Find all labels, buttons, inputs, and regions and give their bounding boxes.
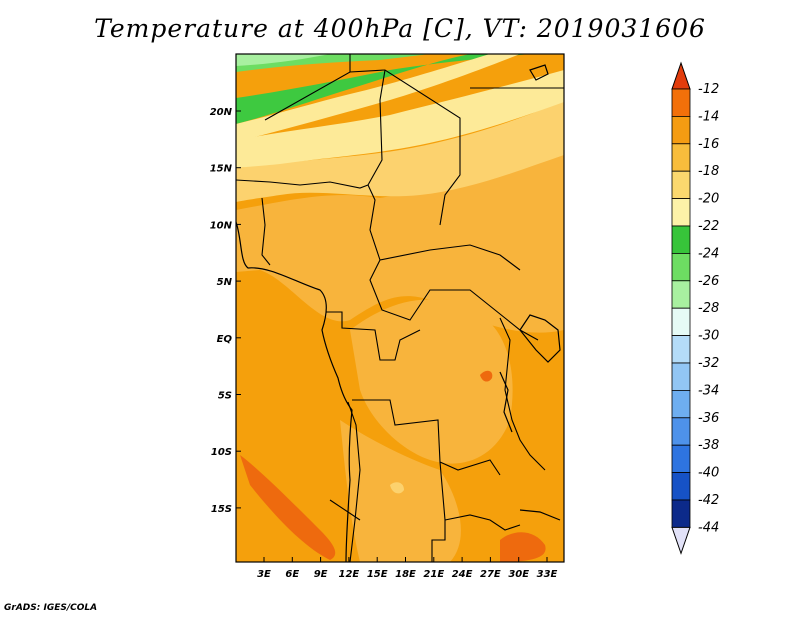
lon-tick-label: 9E bbox=[314, 569, 328, 580]
colorbar-bottom-arrow bbox=[671, 526, 691, 555]
colorbar-label: -42 bbox=[698, 493, 719, 508]
lat-tick-label: 15S bbox=[211, 504, 232, 515]
lon-tick-label: 30E bbox=[508, 569, 529, 580]
colorbar-label: -14 bbox=[698, 109, 719, 124]
lat-tick-label: 20N bbox=[210, 107, 233, 118]
lat-tick-label: 15N bbox=[210, 164, 233, 175]
colorbar-label: -24 bbox=[698, 246, 719, 261]
colorbar-swatch bbox=[671, 143, 691, 172]
temperature-field bbox=[236, 54, 564, 562]
colorbar-label: -40 bbox=[698, 466, 719, 481]
colorbar-swatch bbox=[671, 198, 691, 227]
colorbar-top-arrow bbox=[671, 61, 691, 90]
colorbar-label: -12 bbox=[698, 82, 719, 97]
lon-tick-label: 21E bbox=[423, 569, 444, 580]
colorbar-label: -20 bbox=[698, 192, 719, 207]
colorbar-swatch bbox=[671, 88, 691, 117]
colorbar-swatch bbox=[671, 252, 691, 282]
colorbar-swatch bbox=[671, 417, 691, 446]
colorbar-swatch bbox=[671, 307, 691, 337]
colorbar-swatch bbox=[671, 280, 691, 309]
colorbar-swatch bbox=[671, 389, 691, 419]
colorbar-label: -22 bbox=[698, 219, 719, 234]
lon-tick-label: 27E bbox=[480, 569, 501, 580]
lon-tick-label: 12E bbox=[339, 569, 360, 580]
colorbar-label: -44 bbox=[698, 520, 719, 535]
coastline bbox=[236, 64, 561, 562]
lat-tick-label: 5N bbox=[217, 277, 233, 288]
country-borders bbox=[236, 54, 564, 562]
grads-credit: GrADS: IGES/COLA bbox=[4, 603, 98, 613]
colorbar-swatch bbox=[671, 362, 691, 391]
latitude-axis: 20N 15N 10N 5N EQ 5S 10S 15S bbox=[210, 107, 241, 515]
lat-tick-label: EQ bbox=[217, 334, 233, 345]
map-panel bbox=[235, 53, 565, 563]
lon-tick-label: 3E bbox=[257, 569, 271, 580]
longitude-axis: 3E 6E 9E 12E 15E 18E 21E 24E 27E 30E 33E bbox=[257, 557, 558, 580]
map-frame bbox=[235, 53, 565, 563]
colorbar-label: -26 bbox=[698, 274, 719, 289]
lon-tick-label: 15E bbox=[367, 569, 388, 580]
colorbar-swatch bbox=[671, 499, 691, 528]
colorbar-label: -18 bbox=[698, 164, 719, 179]
colorbar-label: -36 bbox=[698, 411, 719, 426]
lat-tick-label: 5S bbox=[218, 391, 232, 402]
colorbar-label: -16 bbox=[698, 137, 719, 152]
lat-tick-label: 10S bbox=[211, 447, 232, 458]
colorbar-swatch bbox=[671, 116, 691, 145]
colorbar-label: -32 bbox=[698, 356, 719, 371]
lat-tick-label: 10N bbox=[210, 220, 233, 231]
colorbar-swatch bbox=[671, 335, 691, 364]
lon-tick-label: 24E bbox=[452, 569, 473, 580]
colorbar-label: -34 bbox=[698, 383, 719, 398]
colorbar-swatch bbox=[671, 472, 691, 501]
lon-tick-label: 6E bbox=[285, 569, 299, 580]
colorbar-label: -30 bbox=[698, 329, 719, 344]
chart-title: Temperature at 400hPa [C], VT: 201903160… bbox=[94, 14, 706, 43]
lon-tick-label: 33E bbox=[537, 569, 558, 580]
colorbar-label: -38 bbox=[698, 438, 719, 453]
colorbar: -12 -14 -16 -18 -20 -22 -24 -26 -28 -30 -32 -34 -36 -… bbox=[671, 61, 719, 555]
colorbar-swatch bbox=[671, 444, 691, 474]
lon-tick-label: 18E bbox=[395, 569, 416, 580]
colorbar-swatch bbox=[671, 170, 691, 199]
colorbar-label: -28 bbox=[698, 301, 719, 316]
colorbar-swatch bbox=[671, 225, 691, 254]
